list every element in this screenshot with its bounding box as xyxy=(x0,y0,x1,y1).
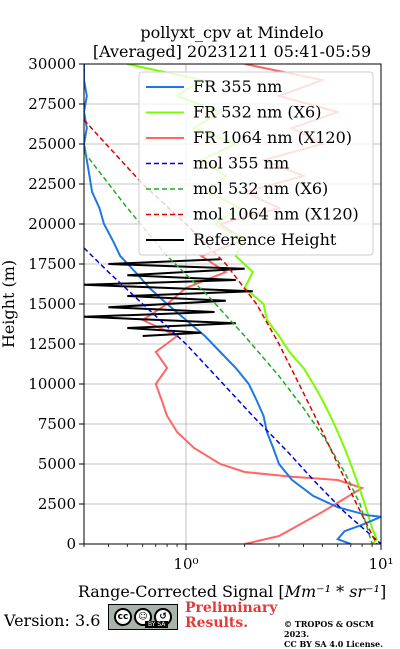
legend-label: FR 532 nm (X6) xyxy=(193,103,321,122)
legend-label: mol 1064 nm (X120) xyxy=(193,205,359,224)
y-axis: 0 2500 5000 7500 10000 12500 15000 17500 20000 22… xyxy=(28,55,84,553)
series-line-3 xyxy=(84,247,381,544)
cc-license-badge[interactable]: cc ☺ ↺ BY SA xyxy=(108,604,178,630)
legend-box xyxy=(138,71,374,256)
x-axis-label-prefix: Range-Corrected Signal [ xyxy=(78,582,285,601)
y-tick-label: 12500 xyxy=(28,335,76,353)
y-tick-label: 30000 xyxy=(28,55,76,73)
x-axis-label-math: Mm⁻¹ * sr⁻¹ xyxy=(284,582,380,601)
y-tick-label: 25000 xyxy=(28,135,76,153)
legend-label: FR 355 nm xyxy=(193,77,282,96)
x-axis-label: Range-Corrected Signal [Mm⁻¹ * sr⁻¹] xyxy=(78,582,386,601)
legend-label: Reference Height xyxy=(193,230,337,249)
y-tick-label: 7500 xyxy=(38,415,76,433)
chart-title: pollyxt_cpv at Mindelo xyxy=(140,23,323,42)
legend: FR 355 nm FR 532 nm (X6) FR 1064 nm (X120)… xyxy=(138,71,374,256)
y-tick-label: 5000 xyxy=(38,455,76,473)
x-axis: 10⁰ 10¹ xyxy=(83,544,394,573)
version-label: Version: 3.6 xyxy=(4,611,101,630)
x-tick-label: 10¹ xyxy=(368,555,393,573)
y-tick-label: 17500 xyxy=(28,255,76,273)
x-tick-label: 10⁰ xyxy=(173,555,198,573)
x-axis-label-suffix: ] xyxy=(380,582,386,601)
preliminary-line-2: Results. xyxy=(185,615,249,631)
y-tick-label: 2500 xyxy=(38,495,76,513)
chart-subtitle: [Averaged] 20231211 05:41-05:59 xyxy=(93,42,371,61)
y-tick-label: 10000 xyxy=(28,375,76,393)
y-tick-label: 20000 xyxy=(28,215,76,233)
y-tick-label: 27500 xyxy=(28,95,76,113)
cc-icon: cc xyxy=(114,608,132,626)
y-tick-label: 15000 xyxy=(28,295,76,313)
y-tick-label: 22500 xyxy=(28,175,76,193)
preliminary-line-1: Preliminary xyxy=(185,600,278,616)
legend-label: FR 1064 nm (X120) xyxy=(193,128,352,147)
y-axis-label: Height (m) xyxy=(0,260,18,348)
legend-label: mol 355 nm xyxy=(193,154,289,173)
copyright-line-1: © TROPOS & OSCM 2023. xyxy=(284,619,374,639)
legend-label: mol 532 nm (X6) xyxy=(193,179,328,198)
cc-badge-text: BY SA xyxy=(145,621,169,628)
y-tick-label: 0 xyxy=(66,535,76,553)
copyright-line-2: CC BY SA 4.0 License. xyxy=(284,639,383,649)
preliminary-results-label: Preliminary Results. xyxy=(185,601,277,631)
series-line-5 xyxy=(84,119,378,544)
series-line-6 xyxy=(84,258,253,337)
copyright-notice: © TROPOS & OSCM 2023. CC BY SA 4.0 Licen… xyxy=(284,619,400,649)
